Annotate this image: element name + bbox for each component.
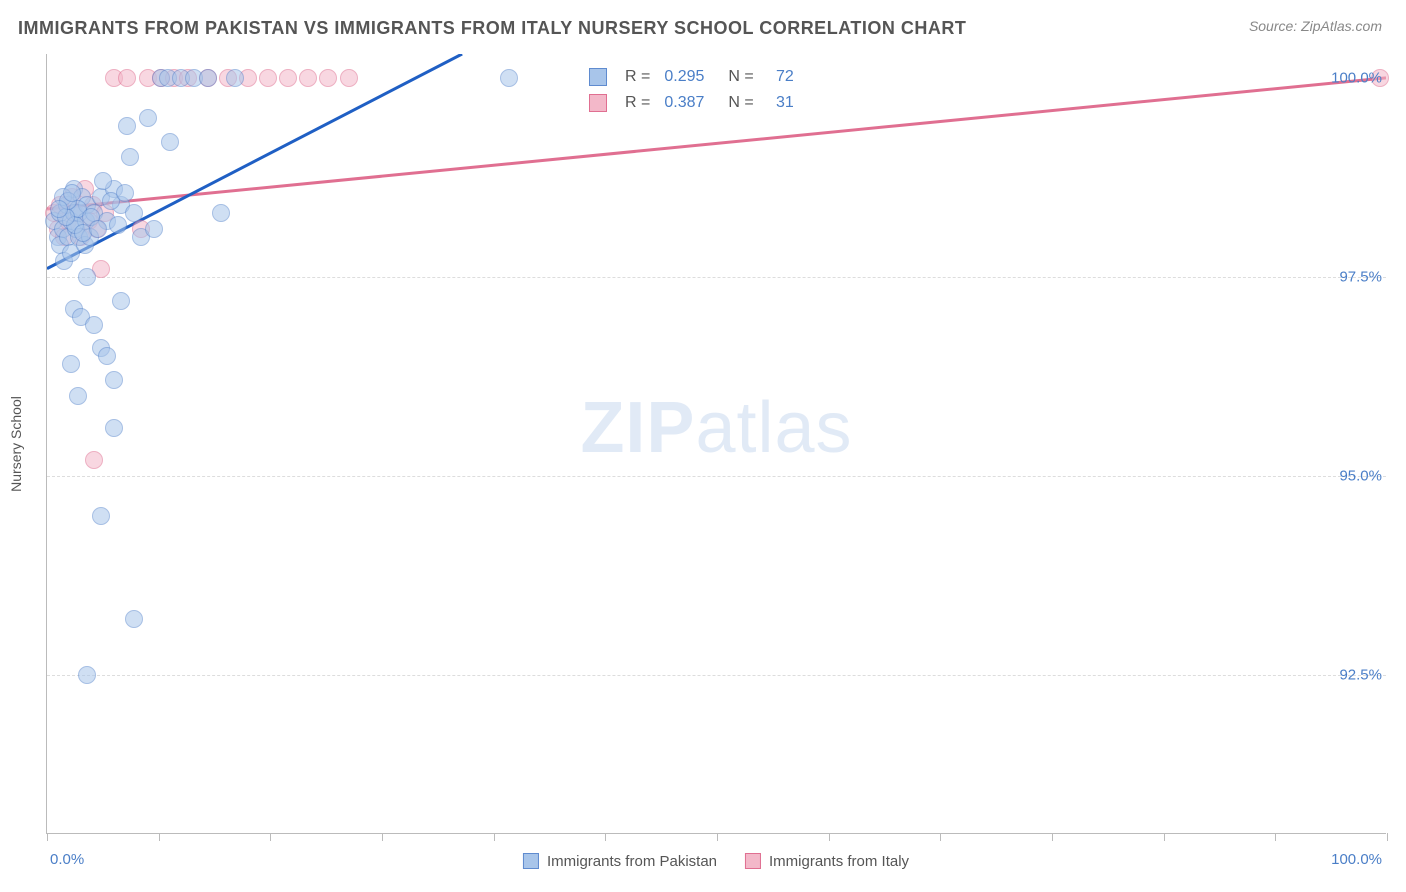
- watermark-zip: ZIP: [580, 388, 695, 468]
- x-tick: [1387, 833, 1388, 841]
- x-legend-item: Immigrants from Pakistan: [523, 853, 717, 870]
- trend-line-pakistan: [47, 54, 462, 269]
- x-tick-minor: [159, 833, 160, 841]
- chart-title: IMMIGRANTS FROM PAKISTAN VS IMMIGRANTS F…: [18, 18, 966, 39]
- watermark: ZIPatlas: [580, 387, 852, 469]
- scatter-point-pakistan: [118, 117, 136, 135]
- x-tick-minor: [940, 833, 941, 841]
- x-tick-minor: [494, 833, 495, 841]
- scatter-point-italy: [319, 69, 337, 87]
- scatter-point-pakistan: [94, 172, 112, 190]
- scatter-point-pakistan: [85, 316, 103, 334]
- r-value: 0.295: [664, 68, 704, 86]
- trend-lines: [47, 54, 1386, 833]
- r-value: 0.387: [664, 94, 704, 112]
- y-tick-label: 95.0%: [1302, 467, 1382, 484]
- scatter-point-pakistan: [105, 419, 123, 437]
- y-axis-label: Nursery School: [8, 396, 24, 492]
- legend-swatch: [745, 853, 761, 869]
- x-tick-minor: [382, 833, 383, 841]
- correlation-legend: R = 0.295 N = 72 R = 0.387 N = 31: [583, 62, 800, 118]
- gridline-horizontal: [47, 675, 1386, 676]
- gridline-horizontal: [47, 476, 1386, 477]
- n-value: 31: [768, 94, 794, 112]
- scatter-point-italy: [85, 451, 103, 469]
- x-axis-max-label: 100.0%: [1331, 851, 1382, 868]
- scatter-point-pakistan: [121, 148, 139, 166]
- scatter-point-pakistan: [78, 268, 96, 286]
- x-tick-minor: [1164, 833, 1165, 841]
- scatter-point-pakistan: [125, 610, 143, 628]
- legend-swatch: [589, 68, 607, 86]
- x-tick: [47, 833, 48, 841]
- scatter-point-pakistan: [89, 220, 107, 238]
- scatter-point-italy: [299, 69, 317, 87]
- correlation-row: R = 0.387 N = 31: [589, 90, 794, 116]
- x-tick-minor: [717, 833, 718, 841]
- scatter-point-pakistan: [116, 184, 134, 202]
- correlation-row: R = 0.295 N = 72: [589, 64, 794, 90]
- scatter-point-pakistan: [212, 204, 230, 222]
- n-value: 72: [768, 68, 794, 86]
- y-tick-label: 97.5%: [1302, 268, 1382, 285]
- chart-container: Nursery School ZIPatlas R =0.295N =72R =…: [46, 54, 1386, 834]
- scatter-point-pakistan: [199, 69, 217, 87]
- x-tick-minor: [605, 833, 606, 841]
- x-tick-minor: [1275, 833, 1276, 841]
- legend-swatch: [589, 94, 607, 112]
- x-legend-item: Immigrants from Italy: [745, 853, 909, 870]
- chart-header: IMMIGRANTS FROM PAKISTAN VS IMMIGRANTS F…: [0, 0, 1406, 47]
- scatter-point-pakistan: [139, 109, 157, 127]
- gridline-horizontal: [47, 277, 1386, 278]
- scatter-point-pakistan: [92, 507, 110, 525]
- r-label: R =: [625, 68, 650, 86]
- x-tick-minor: [270, 833, 271, 841]
- scatter-point-italy: [259, 69, 277, 87]
- scatter-point-pakistan: [500, 69, 518, 87]
- scatter-point-pakistan: [125, 204, 143, 222]
- scatter-point-italy: [118, 69, 136, 87]
- x-axis-min-label: 0.0%: [50, 851, 84, 868]
- scatter-point-pakistan: [78, 666, 96, 684]
- legend-swatch: [523, 853, 539, 869]
- scatter-point-pakistan: [105, 371, 123, 389]
- scatter-point-pakistan: [145, 220, 163, 238]
- scatter-point-pakistan: [62, 355, 80, 373]
- scatter-point-pakistan: [50, 200, 68, 218]
- scatter-point-pakistan: [161, 133, 179, 151]
- n-label: N =: [728, 94, 753, 112]
- scatter-point-pakistan: [226, 69, 244, 87]
- scatter-point-italy: [279, 69, 297, 87]
- scatter-point-pakistan: [63, 184, 81, 202]
- scatter-point-pakistan: [112, 292, 130, 310]
- x-tick-minor: [829, 833, 830, 841]
- x-tick-minor: [1052, 833, 1053, 841]
- scatter-point-italy: [340, 69, 358, 87]
- y-tick-label: 100.0%: [1302, 69, 1382, 86]
- legend-label: Immigrants from Italy: [769, 853, 909, 870]
- legend-label: Immigrants from Pakistan: [547, 853, 717, 870]
- scatter-point-pakistan: [69, 387, 87, 405]
- plot-area: ZIPatlas R = 0.295 N = 72 R = 0.387 N = 31: [46, 54, 1386, 834]
- x-axis-legend: Immigrants from Pakistan Immigrants from …: [523, 853, 909, 870]
- y-tick-label: 92.5%: [1302, 666, 1382, 683]
- scatter-point-pakistan: [109, 216, 127, 234]
- chart-source: Source: ZipAtlas.com: [1249, 18, 1382, 34]
- n-label: N =: [728, 68, 753, 86]
- r-label: R =: [625, 94, 650, 112]
- scatter-point-pakistan: [98, 347, 116, 365]
- watermark-atlas: atlas: [695, 388, 852, 468]
